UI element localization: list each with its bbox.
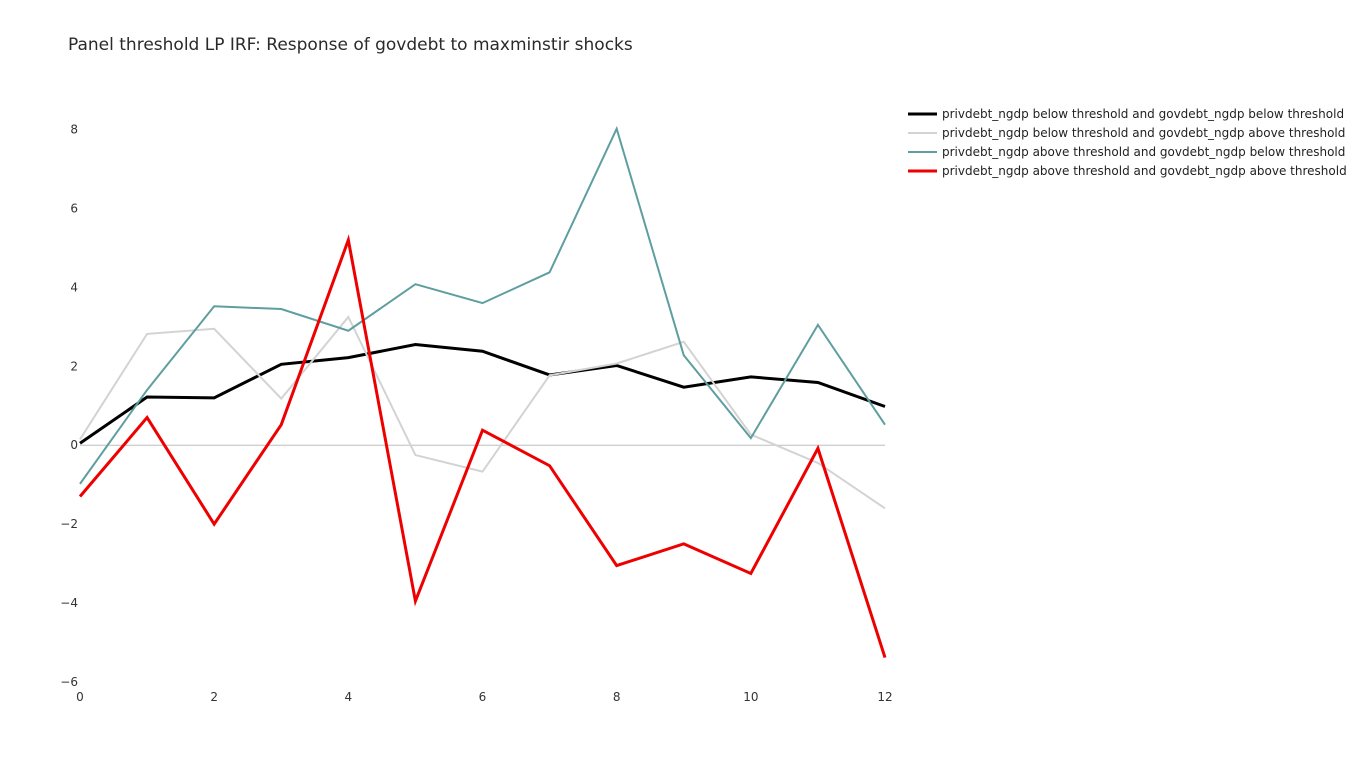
chart-title: Panel threshold LP IRF: Response of govd…: [68, 35, 633, 55]
y-tick-label: 8: [70, 122, 78, 136]
y-axis-ticks: −6 −4 −2 0 2 4 6 8: [60, 122, 78, 689]
legend-label: privdebt_ngdp below threshold and govdeb…: [942, 126, 1345, 140]
series-line-2: [79, 315, 886, 510]
x-tick-label: 4: [345, 690, 353, 704]
x-tick-label: 6: [479, 690, 487, 704]
y-tick-label: 2: [70, 359, 78, 373]
legend-label: privdebt_ngdp above threshold and govdeb…: [942, 164, 1347, 178]
y-tick-label: 4: [70, 280, 78, 294]
series-line-3: [79, 125, 886, 485]
x-tick-label: 8: [613, 690, 621, 704]
x-tick-label: 12: [877, 690, 892, 704]
legend-item[interactable]: privdebt_ngdp above threshold and govdeb…: [908, 164, 1347, 178]
x-tick-label: 10: [743, 690, 758, 704]
legend-item[interactable]: privdebt_ngdp below threshold and govdeb…: [908, 126, 1345, 140]
y-tick-label: −2: [60, 517, 78, 531]
y-tick-label: −4: [60, 596, 78, 610]
legend-label: privdebt_ngdp below threshold and govdeb…: [942, 107, 1344, 121]
series-line-1: [79, 343, 886, 445]
x-tick-label: 0: [76, 690, 84, 704]
x-tick-label: 2: [210, 690, 218, 704]
series-layer: [78, 125, 887, 658]
y-tick-label: 6: [70, 201, 78, 215]
x-axis-ticks: 0 2 4 6 8 10 12: [76, 690, 892, 704]
legend[interactable]: privdebt_ngdp below threshold and govdeb…: [908, 107, 1347, 178]
y-tick-label: 0: [70, 438, 78, 452]
legend-item[interactable]: privdebt_ngdp below threshold and govdeb…: [908, 107, 1344, 121]
legend-label: privdebt_ngdp above threshold and govdeb…: [942, 145, 1345, 159]
legend-item[interactable]: privdebt_ngdp above threshold and govdeb…: [908, 145, 1345, 159]
series-line-4: [78, 234, 887, 658]
y-tick-label: −6: [60, 675, 78, 689]
